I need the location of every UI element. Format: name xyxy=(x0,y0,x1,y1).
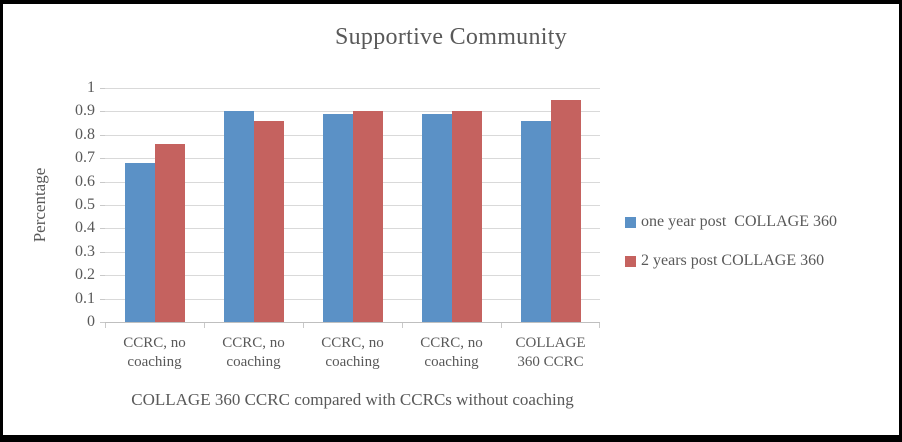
legend-item-1: one year post COLLAGE 360 xyxy=(625,212,837,232)
x-category-label: CCRC, no coaching xyxy=(123,335,186,370)
y-tick-mark xyxy=(100,275,105,277)
legend-item-2: 2 years post COLLAGE 360 xyxy=(625,251,837,271)
x-category-labels: CCRC, no coaching CCRC, no coaching CCRC, … xyxy=(105,334,600,372)
y-tick-mark xyxy=(100,111,105,113)
legend-label: one year post COLLAGE 360 xyxy=(641,213,837,230)
y-tick-mark xyxy=(100,322,105,323)
y-tick-label: 0.7 xyxy=(75,149,95,167)
y-tick-mark xyxy=(100,88,105,89)
y-tick-label: 0.2 xyxy=(75,266,95,284)
chart-frame: Supportive Community Percentage 0 0.1 0.2 0… xyxy=(3,4,899,435)
x-category-label: COLLAGE 360 CCRC xyxy=(515,335,586,370)
y-tick-mark xyxy=(100,205,105,206)
chart-title: Supportive Community xyxy=(334,24,567,50)
x-tick-mark xyxy=(599,323,600,328)
x-category-label: CCRC, no coaching xyxy=(321,335,384,370)
y-tick-label: 0.6 xyxy=(75,172,95,190)
bar-series1-group5 xyxy=(520,120,551,322)
y-tick-label: 0.4 xyxy=(75,219,95,237)
y-tick-label: 0 xyxy=(87,313,95,330)
legend: one year post COLLAGE 360 2 years post CO… xyxy=(625,212,837,290)
y-tick-mark xyxy=(100,134,105,136)
y-tick-mark xyxy=(100,228,105,230)
bar-series2-group5 xyxy=(550,99,581,322)
y-tick-label: 0.3 xyxy=(75,242,95,260)
y-tick-label: 0.9 xyxy=(75,102,95,120)
y-tick-mark xyxy=(100,251,105,253)
bar-series2-group4 xyxy=(451,111,482,322)
y-tick-mark xyxy=(100,158,105,160)
bar-series1-group2 xyxy=(223,111,254,322)
x-category-label: CCRC, no coaching xyxy=(420,335,483,370)
y-tick-label: 0.5 xyxy=(75,196,95,213)
bar-series1-group1 xyxy=(124,162,155,322)
x-tick-mark xyxy=(402,323,403,328)
bar-series2-group2 xyxy=(253,120,284,322)
bar-series2-group1 xyxy=(154,144,185,322)
y-axis-labels: 0 0.1 0.2 0.3 0.4 0.5 0.6 0.7 0.8 0.9 1 xyxy=(43,79,95,330)
y-tick-mark xyxy=(100,181,105,183)
legend-label: 2 years post COLLAGE 360 xyxy=(641,252,825,269)
y-tick-label: 0.1 xyxy=(75,289,95,307)
gridline xyxy=(105,88,600,89)
bar-series2-group3 xyxy=(352,111,383,322)
x-tick-mark xyxy=(501,323,502,328)
y-tick-mark xyxy=(100,298,105,300)
x-category-label: CCRC, no coaching xyxy=(222,335,285,370)
y-tick-label: 1 xyxy=(87,79,95,96)
x-axis-title: COLLAGE 360 CCRC compared with CCRCs wit… xyxy=(131,390,574,409)
y-tick-label: 0.8 xyxy=(75,125,95,143)
x-tick-mark xyxy=(204,323,205,328)
plot-area xyxy=(100,88,600,328)
legend-marker-icon xyxy=(625,216,636,228)
legend-marker-icon xyxy=(625,255,636,267)
bar-series1-group4 xyxy=(421,113,452,322)
x-tick-mark xyxy=(105,323,106,328)
bar-series1-group3 xyxy=(322,113,353,322)
x-tick-mark xyxy=(303,323,304,328)
